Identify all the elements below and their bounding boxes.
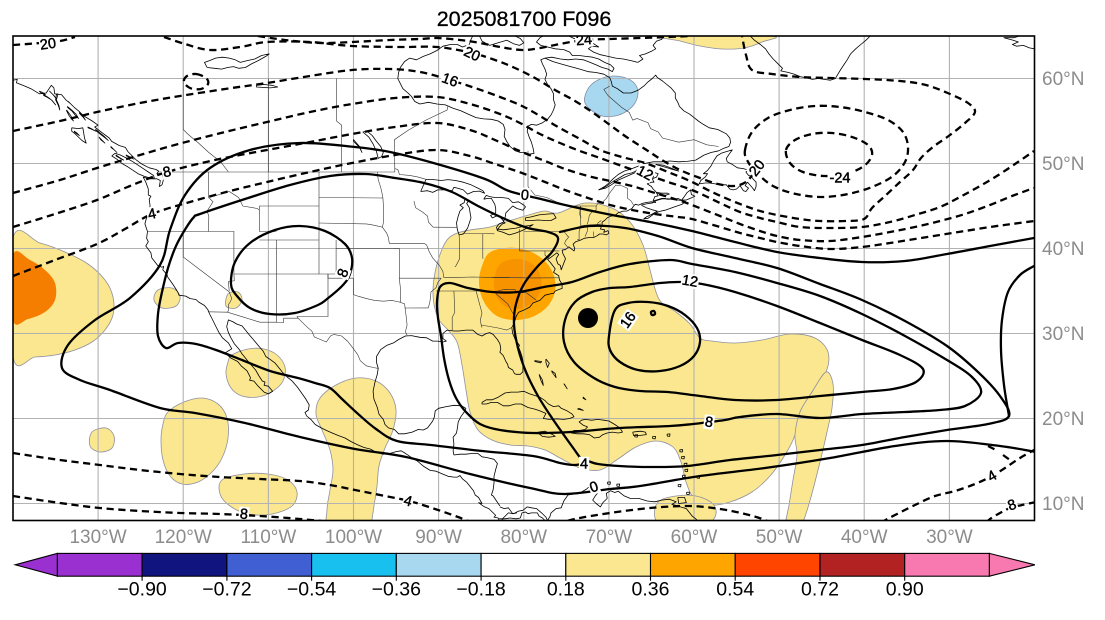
svg-text:0.36: 0.36 [632, 579, 670, 601]
svg-text:16: 16 [617, 309, 639, 331]
svg-text:120°W: 120°W [155, 527, 212, 548]
svg-text:0.18: 0.18 [547, 579, 585, 601]
svg-text:0.54: 0.54 [716, 579, 754, 601]
svg-text:80°W: 80°W [500, 527, 547, 548]
svg-text:30°W: 30°W [926, 527, 973, 548]
svg-text:20: 20 [39, 36, 57, 54]
svg-text:50°N: 50°N [1042, 154, 1084, 175]
svg-text:−0.72: −0.72 [202, 579, 251, 601]
svg-text:70°W: 70°W [586, 527, 633, 548]
svg-text:20°N: 20°N [1042, 409, 1084, 430]
svg-text:2025081700 F096: 2025081700 F096 [437, 7, 612, 31]
svg-text:12: 12 [634, 163, 656, 185]
svg-text:0.90: 0.90 [886, 579, 924, 601]
svg-text:100°W: 100°W [325, 527, 382, 548]
svg-text:−0.90: −0.90 [117, 579, 166, 601]
svg-text:8: 8 [239, 506, 248, 523]
svg-text:-24: -24 [830, 171, 851, 187]
svg-text:4: 4 [580, 457, 588, 473]
svg-text:130°W: 130°W [69, 527, 126, 548]
svg-text:20: 20 [461, 44, 482, 65]
svg-text:50°W: 50°W [756, 527, 803, 548]
svg-text:−0.36: −0.36 [372, 579, 421, 601]
svg-text:0: 0 [520, 187, 529, 204]
svg-text:24: 24 [575, 32, 592, 49]
svg-text:90°W: 90°W [415, 527, 462, 548]
svg-text:8: 8 [162, 164, 173, 181]
svg-text:40°N: 40°N [1042, 239, 1084, 260]
svg-text:0.72: 0.72 [801, 579, 839, 601]
svg-text:8: 8 [704, 414, 714, 431]
svg-text:40°W: 40°W [841, 527, 888, 548]
svg-text:−0.54: −0.54 [287, 579, 336, 601]
svg-text:60°W: 60°W [671, 527, 718, 548]
svg-text:−0.18: −0.18 [456, 579, 505, 601]
svg-text:12: 12 [681, 272, 700, 291]
svg-text:10°N: 10°N [1042, 494, 1084, 515]
svg-text:60°N: 60°N [1042, 69, 1084, 90]
svg-text:110°W: 110°W [240, 527, 296, 548]
svg-text:30°N: 30°N [1042, 324, 1084, 345]
svg-text:16: 16 [439, 70, 460, 91]
svg-text:4: 4 [147, 206, 158, 223]
